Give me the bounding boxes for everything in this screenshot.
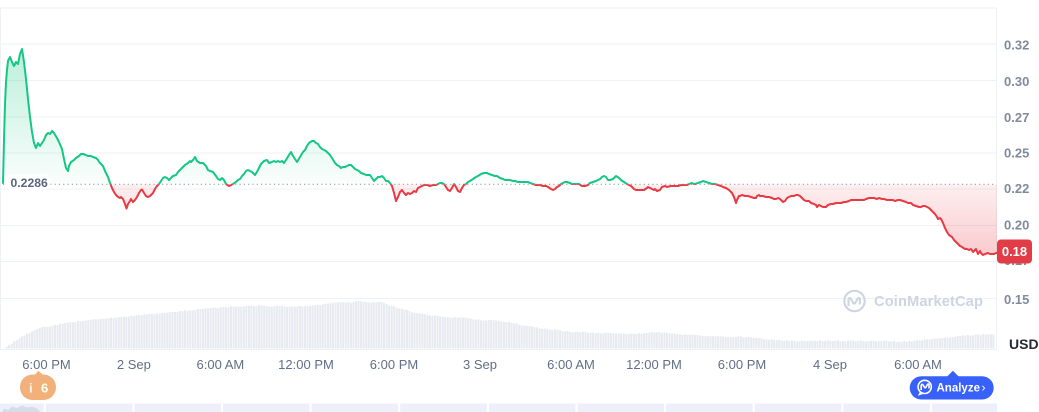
svg-text:6: 6 (41, 381, 48, 396)
svg-text:6:00 PM: 6:00 PM (718, 357, 766, 372)
svg-text:0.2286: 0.2286 (11, 176, 48, 190)
svg-text:Analyze: Analyze (937, 382, 980, 394)
svg-text:0.25: 0.25 (1004, 146, 1029, 161)
svg-text:6:00 AM: 6:00 AM (197, 357, 245, 372)
svg-text:i: i (29, 381, 33, 396)
svg-text:0.27: 0.27 (1004, 110, 1029, 125)
svg-text:0.32: 0.32 (1004, 37, 1029, 52)
svg-text:CoinMarketCap: CoinMarketCap (874, 294, 983, 310)
svg-text:12:00 PM: 12:00 PM (278, 357, 334, 372)
svg-text:6:00 AM: 6:00 AM (894, 357, 942, 372)
svg-text:12:00 PM: 12:00 PM (626, 357, 682, 372)
svg-text:0.18: 0.18 (1002, 244, 1027, 259)
svg-text:6:00 AM: 6:00 AM (547, 357, 595, 372)
svg-text:0.20: 0.20 (1004, 218, 1029, 233)
svg-text:USD: USD (1009, 336, 1039, 352)
svg-text:6:00 PM: 6:00 PM (370, 357, 418, 372)
svg-text:6:00 PM: 6:00 PM (22, 357, 70, 372)
svg-text:4 Sep: 4 Sep (813, 357, 847, 372)
svg-text:›: › (982, 380, 986, 394)
svg-text:0.15: 0.15 (1004, 292, 1029, 307)
svg-text:3 Sep: 3 Sep (463, 357, 497, 372)
svg-text:0.22: 0.22 (1004, 181, 1029, 196)
svg-text:2 Sep: 2 Sep (117, 357, 151, 372)
svg-text:0.30: 0.30 (1004, 74, 1029, 89)
